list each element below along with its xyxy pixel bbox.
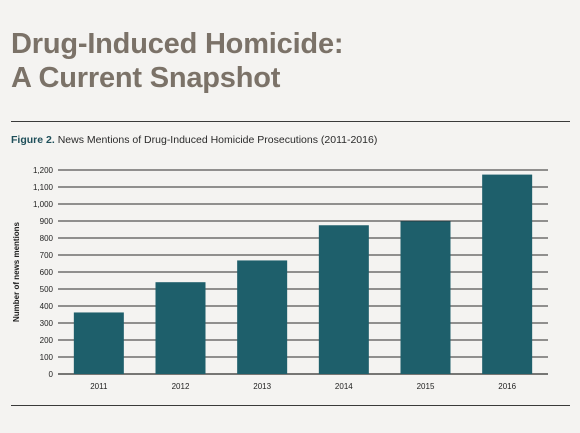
page-heading: Drug-Induced Homicide: A Current Snapsho… bbox=[11, 27, 344, 95]
y-tick-label: 900 bbox=[40, 217, 54, 226]
bottom-divider bbox=[11, 405, 570, 406]
bar-2015 bbox=[400, 221, 451, 374]
x-tick-label: 2016 bbox=[498, 382, 516, 391]
y-tick-label: 800 bbox=[40, 234, 54, 243]
x-tick-label: 2013 bbox=[253, 382, 271, 391]
top-divider bbox=[11, 121, 570, 122]
x-tick-label: 2011 bbox=[90, 382, 108, 391]
y-tick-label: 500 bbox=[40, 285, 54, 294]
y-tick-label: 400 bbox=[40, 302, 54, 311]
gridlines bbox=[58, 169, 548, 375]
chart-title: News Mentions of Drug-Induced Homicide P… bbox=[57, 134, 378, 146]
y-tick-label: 0 bbox=[49, 370, 54, 379]
y-tick-label: 100 bbox=[40, 353, 54, 362]
bar-2014 bbox=[318, 225, 369, 374]
bar-2011 bbox=[73, 312, 124, 374]
bar-2016 bbox=[482, 174, 533, 374]
y-tick-label: 600 bbox=[40, 268, 54, 277]
figure-caption: Figure 2. News Mentions of Drug-Induced … bbox=[11, 134, 377, 146]
bar-2012 bbox=[155, 282, 206, 374]
y-axis-ticks: 0 100 200 300 400 500 600 700 800 900 1,000 1,100 1,… bbox=[33, 166, 54, 379]
heading-line-2: A Current Snapshot bbox=[11, 62, 281, 94]
heading-line-1: Drug-Induced Homicide: bbox=[11, 28, 344, 60]
bar-2013 bbox=[237, 260, 288, 374]
y-tick-label: 200 bbox=[40, 336, 54, 345]
y-tick-label: 1,200 bbox=[33, 166, 54, 175]
bars bbox=[73, 174, 533, 374]
x-tick-label: 2014 bbox=[335, 382, 353, 391]
x-tick-label: 2012 bbox=[172, 382, 190, 391]
y-tick-label: 300 bbox=[40, 319, 54, 328]
x-axis-ticks: 2011 2012 2013 2014 2015 2016 bbox=[90, 382, 516, 391]
y-tick-label: 1,100 bbox=[33, 183, 54, 192]
y-tick-label: 1,000 bbox=[33, 200, 54, 209]
y-axis-label: Number of news mentions bbox=[12, 221, 21, 322]
figure-label: Figure 2. bbox=[11, 134, 55, 146]
x-tick-label: 2015 bbox=[417, 382, 435, 391]
y-tick-label: 700 bbox=[40, 251, 54, 260]
